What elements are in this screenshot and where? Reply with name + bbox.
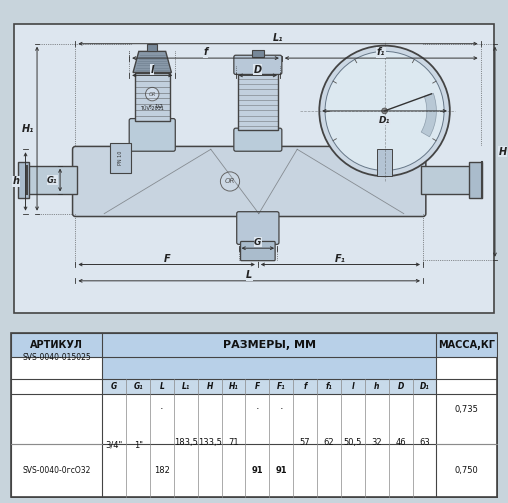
Text: H₁: H₁	[229, 382, 238, 391]
Text: 71: 71	[228, 438, 239, 447]
Text: 91: 91	[275, 466, 287, 475]
Text: 182: 182	[154, 466, 170, 475]
Text: SVS-0040-015025: SVS-0040-015025	[22, 353, 91, 362]
Bar	[11, 333, 102, 357]
Text: f₁: f₁	[326, 382, 332, 391]
Circle shape	[145, 88, 159, 101]
Text: L₁: L₁	[182, 382, 190, 391]
Text: F₁: F₁	[335, 254, 346, 264]
Text: OR: OR	[149, 92, 156, 97]
Text: D: D	[254, 64, 262, 74]
Wedge shape	[421, 93, 436, 137]
Text: 3/4": 3/4"	[106, 441, 123, 450]
Bar	[18, 162, 29, 198]
Text: f: f	[203, 47, 208, 57]
FancyBboxPatch shape	[234, 55, 282, 74]
Text: 0,735: 0,735	[455, 404, 479, 413]
Text: 0,750: 0,750	[455, 466, 479, 475]
Text: 62: 62	[324, 438, 334, 447]
Circle shape	[325, 51, 444, 171]
Text: h: h	[374, 382, 379, 391]
Text: D: D	[397, 382, 404, 391]
Text: f₁: f₁	[377, 47, 386, 57]
Text: G: G	[254, 238, 262, 247]
FancyBboxPatch shape	[73, 146, 426, 216]
Text: L: L	[160, 382, 165, 391]
Circle shape	[382, 108, 388, 114]
Text: 46: 46	[395, 438, 406, 447]
Text: 91: 91	[251, 466, 263, 475]
Text: D₁: D₁	[420, 382, 429, 391]
Text: F: F	[164, 254, 170, 264]
Text: МАССА,КГ: МАССА,КГ	[438, 340, 495, 350]
Circle shape	[320, 46, 450, 176]
Text: G₁: G₁	[133, 382, 143, 391]
Text: L: L	[246, 270, 252, 280]
Bar	[135, 72, 170, 121]
Text: f: f	[303, 382, 307, 391]
Bar	[110, 142, 131, 174]
Text: 1": 1"	[134, 441, 143, 450]
Text: 57: 57	[300, 438, 310, 447]
Text: 183,5: 183,5	[174, 438, 198, 447]
Text: ·: ·	[160, 404, 164, 414]
Text: TÜV-2031: TÜV-2031	[140, 107, 164, 112]
Bar	[238, 72, 278, 130]
Bar	[252, 50, 264, 57]
Bar	[377, 149, 392, 176]
Text: РАЗМЕРЫ, ММ: РАЗМЕРЫ, ММ	[223, 340, 316, 350]
Text: 63: 63	[419, 438, 430, 447]
Text: H: H	[498, 147, 506, 157]
Bar	[436, 333, 497, 357]
FancyBboxPatch shape	[241, 241, 275, 261]
Text: SVS-0040-0гсO32: SVS-0040-0гсO32	[22, 466, 91, 475]
Bar	[469, 162, 483, 198]
Bar	[421, 165, 471, 195]
Circle shape	[220, 172, 240, 191]
Text: D₁: D₁	[379, 116, 390, 125]
Text: 1/2: 1/2	[154, 104, 163, 109]
Text: 32: 32	[371, 438, 382, 447]
Text: АРТИКУЛ: АРТИКУЛ	[30, 340, 83, 350]
Polygon shape	[133, 51, 171, 72]
Bar	[102, 379, 436, 394]
Text: G₁: G₁	[47, 176, 57, 185]
Text: G: G	[111, 382, 117, 391]
Text: F₁: F₁	[277, 382, 285, 391]
Text: 133,5: 133,5	[198, 438, 221, 447]
Text: h: h	[12, 177, 19, 187]
Text: ·: ·	[279, 404, 283, 414]
Text: F: F	[255, 382, 260, 391]
Text: l: l	[352, 382, 354, 391]
Bar	[102, 333, 436, 379]
Text: OR: OR	[225, 179, 235, 185]
Text: l: l	[150, 64, 154, 74]
FancyBboxPatch shape	[237, 212, 279, 244]
FancyBboxPatch shape	[129, 119, 175, 151]
Text: 50,5: 50,5	[344, 438, 362, 447]
Text: PN 10: PN 10	[118, 151, 123, 165]
Text: ·: ·	[256, 404, 259, 414]
Text: H: H	[207, 382, 213, 391]
FancyBboxPatch shape	[234, 128, 282, 151]
Bar	[27, 165, 77, 195]
Bar	[147, 44, 157, 51]
Text: H₁: H₁	[22, 124, 35, 134]
Text: L₁: L₁	[273, 33, 283, 43]
